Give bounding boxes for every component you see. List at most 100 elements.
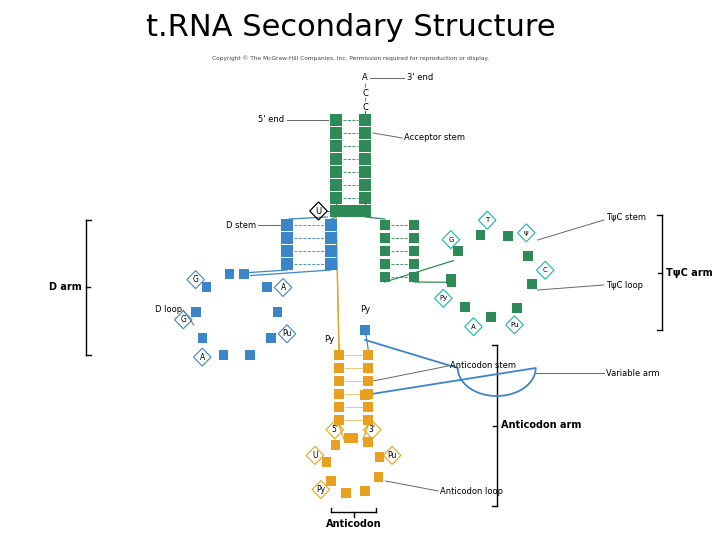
- Bar: [197, 333, 207, 343]
- Bar: [219, 350, 228, 360]
- Bar: [374, 472, 384, 482]
- Bar: [364, 376, 373, 386]
- Bar: [330, 440, 341, 450]
- Bar: [359, 140, 371, 152]
- Text: Pu: Pu: [510, 322, 518, 328]
- Bar: [348, 433, 359, 443]
- Text: t.RNA Secondary Structure: t.RNA Secondary Structure: [146, 14, 555, 43]
- Bar: [409, 272, 419, 282]
- Bar: [364, 350, 373, 360]
- Bar: [446, 274, 456, 284]
- Text: D arm: D arm: [49, 282, 82, 292]
- Text: G: G: [193, 275, 199, 284]
- Text: Acceptor stem: Acceptor stem: [404, 133, 465, 143]
- Text: T: T: [485, 217, 490, 223]
- Bar: [330, 166, 342, 178]
- Bar: [503, 232, 513, 241]
- Text: Anticodon loop: Anticodon loop: [440, 487, 503, 496]
- Bar: [359, 166, 371, 178]
- Bar: [325, 232, 337, 244]
- Bar: [460, 302, 470, 312]
- Text: Anticodon: Anticodon: [325, 519, 382, 529]
- Text: Py: Py: [439, 295, 447, 301]
- Bar: [330, 140, 342, 152]
- Bar: [364, 402, 373, 412]
- Bar: [364, 363, 373, 373]
- Bar: [359, 192, 371, 204]
- Bar: [446, 278, 456, 287]
- Text: 3': 3': [369, 426, 376, 434]
- Bar: [380, 246, 390, 256]
- Bar: [334, 415, 344, 425]
- Bar: [380, 233, 390, 243]
- Text: A: A: [362, 73, 368, 83]
- Text: Py: Py: [360, 306, 370, 314]
- Bar: [380, 220, 390, 230]
- Bar: [344, 434, 354, 443]
- Bar: [341, 488, 351, 498]
- Bar: [330, 205, 342, 217]
- Bar: [330, 192, 342, 204]
- Bar: [325, 245, 337, 257]
- Bar: [380, 259, 390, 269]
- Text: G: G: [448, 237, 454, 242]
- Text: Anticodon stem: Anticodon stem: [450, 361, 516, 369]
- Text: 5': 5': [331, 426, 338, 434]
- Bar: [361, 486, 370, 496]
- Text: Pu: Pu: [282, 329, 292, 339]
- Bar: [202, 282, 211, 292]
- Bar: [330, 114, 342, 126]
- Text: A: A: [471, 323, 476, 330]
- Bar: [334, 376, 344, 386]
- Text: D loop: D loop: [155, 306, 182, 314]
- Text: TψC stem: TψC stem: [606, 213, 646, 222]
- Bar: [350, 205, 361, 217]
- Bar: [364, 415, 373, 425]
- Bar: [326, 476, 336, 487]
- Bar: [334, 389, 344, 399]
- Bar: [454, 246, 463, 256]
- Text: Copyright © The McGraw-Hill Companies, Inc. Permission required for reproduction: Copyright © The McGraw-Hill Companies, I…: [212, 55, 489, 61]
- Bar: [359, 205, 371, 217]
- Bar: [359, 127, 371, 139]
- Bar: [262, 282, 272, 292]
- Bar: [245, 350, 255, 360]
- Bar: [266, 333, 276, 343]
- Text: G: G: [181, 315, 186, 325]
- Bar: [476, 230, 485, 240]
- Text: D stem: D stem: [226, 220, 256, 230]
- Text: Pu: Pu: [387, 451, 397, 460]
- Bar: [409, 220, 419, 230]
- Bar: [330, 127, 342, 139]
- Bar: [361, 390, 370, 400]
- Bar: [322, 457, 331, 467]
- Bar: [364, 389, 373, 399]
- Text: TψC arm: TψC arm: [666, 268, 713, 278]
- Text: U: U: [312, 451, 318, 460]
- Bar: [325, 258, 337, 270]
- Bar: [361, 325, 370, 335]
- Bar: [330, 153, 342, 165]
- Bar: [374, 453, 384, 462]
- Text: U: U: [315, 206, 322, 215]
- Bar: [513, 303, 522, 313]
- Text: Anticodon arm: Anticodon arm: [500, 421, 581, 430]
- Bar: [380, 272, 390, 282]
- Bar: [191, 307, 201, 317]
- Bar: [282, 232, 293, 244]
- Bar: [363, 437, 372, 447]
- Text: Py: Py: [316, 485, 325, 494]
- Bar: [282, 219, 293, 231]
- Bar: [334, 402, 344, 412]
- Bar: [359, 114, 371, 126]
- Text: 5' end: 5' end: [258, 116, 284, 125]
- Bar: [225, 268, 235, 279]
- Text: C: C: [362, 89, 368, 98]
- Text: ψ: ψ: [524, 230, 528, 236]
- Text: Variable arm: Variable arm: [606, 368, 660, 377]
- Bar: [409, 233, 419, 243]
- Text: A: A: [199, 353, 205, 362]
- Bar: [239, 268, 248, 279]
- Bar: [409, 259, 419, 269]
- Text: 3' end: 3' end: [407, 73, 433, 83]
